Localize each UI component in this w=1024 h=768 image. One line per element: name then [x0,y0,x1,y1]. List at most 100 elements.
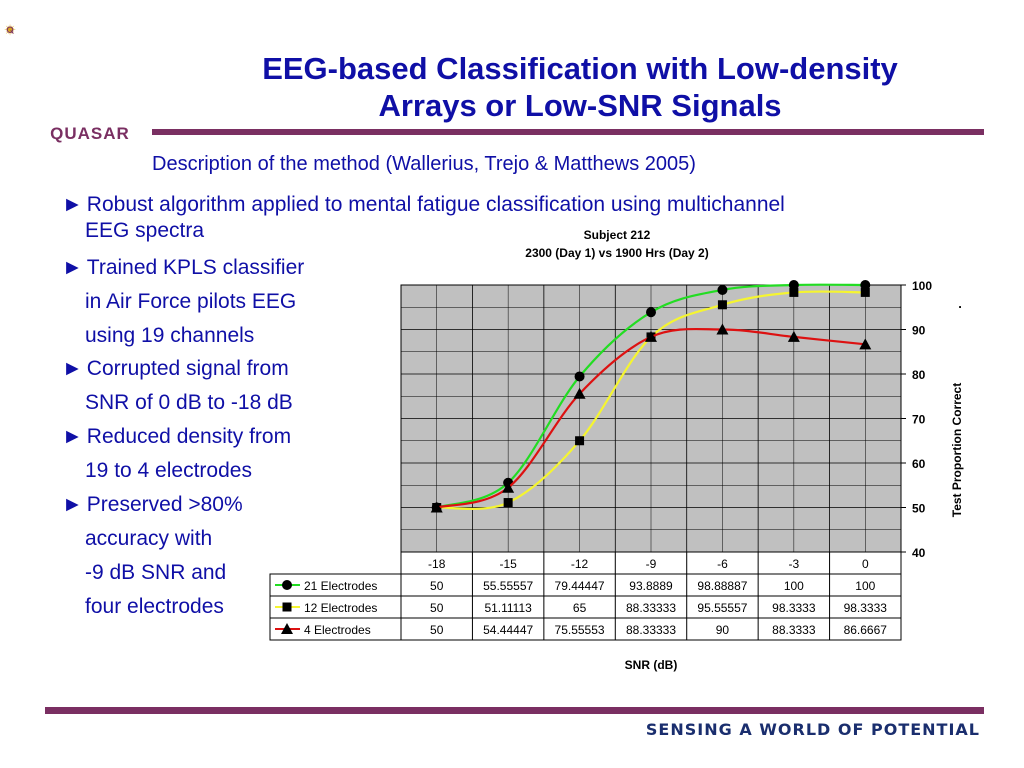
table-cell: 88.33333 [626,601,676,615]
table-cell: 100 [855,579,875,593]
title-line-2: Arrays or Low-SNR Signals [378,88,782,123]
logo-text: QUASAR [50,124,130,143]
footer-divider [45,707,984,714]
legend-label: 21 Electrodes [304,579,377,593]
x-tick-label: -12 [571,557,589,571]
q-tail [10,30,14,34]
table-cell: 55.55557 [483,579,533,593]
bullet-4: ► Reduced density from 19 to 4 electrodes [62,420,291,488]
y-tick-label: 100 [912,279,932,293]
bullet-marker: ► [62,256,83,279]
y-axis: 40 50 60 70 80 90 100 [901,279,932,560]
x-tick-label: -15 [499,557,517,571]
x-tick-label: 0 [862,557,869,571]
bullet-marker: ► [62,193,83,216]
y-tick-label: 50 [912,502,926,516]
data-point [645,330,657,342]
series-3 [430,323,872,513]
title-line-1: EEG-based Classification with Low-densit… [262,51,898,86]
data-point [502,481,515,493]
bullet-text: using 19 channels [85,324,255,347]
bullet-text: Trained KPLS classifier [86,256,305,279]
legend-label: 4 Electrodes [304,623,371,637]
table-cell: 65 [573,601,587,615]
bullet-5: ► Preserved >80% accuracy with -9 dB SNR … [62,488,243,624]
data-point [503,498,513,508]
y-tick-label: 70 [912,413,926,427]
y-tick-label: 40 [912,546,926,560]
data-point [575,436,585,446]
table-cell: 50 [430,579,444,593]
data-point [860,280,871,290]
bullet-text: four electrodes [85,595,224,618]
page-title: EEG-based Classification with Low-densit… [160,50,1000,124]
table-cell: 100 [784,579,804,593]
table-cell: 86.6667 [844,623,888,637]
footer-tagline: SENSING A WORLD OF POTENTIAL [645,720,980,739]
x-tick-label: -6 [717,557,728,571]
data-point [788,280,799,290]
table-cell: 90 [716,623,730,637]
x-tick-label: -9 [646,557,657,571]
table-cell: 98.88887 [697,579,747,593]
x-tick-label: -18 [428,557,446,571]
bullet-text: in Air Force pilots EEG [85,290,297,313]
title-divider [152,129,984,135]
data-point [787,330,800,342]
y-tick-label: 80 [912,368,926,382]
bullet-text: EEG spectra [85,219,205,242]
table-cell: 98.3333 [844,601,888,615]
data-point [789,287,799,297]
table-cell: 95.55557 [697,601,747,615]
table-cell: 79.44447 [555,579,605,593]
legend-key [275,623,300,634]
chart-subtitle: 2300 (Day 1) vs 1900 Hrs (Day 2) [525,246,708,260]
bullet-text: Preserved >80% [86,493,243,516]
bullet-marker: ► [62,425,83,448]
bullet-text: SNR of 0 dB to -18 dB [85,391,293,414]
legend-label: 12 Electrodes [304,601,377,615]
data-point [430,501,443,513]
data-point [717,284,728,295]
bullet-3: ► Corrupted signal from SNR of 0 dB to -1… [62,352,293,420]
bullet-2: ► Trained KPLS classifier in Air Force pi… [62,251,304,353]
plot-area [400,284,902,553]
legend-key [275,580,300,590]
quasar-logo [4,23,17,36]
bullet-text: -9 dB SNR and [85,561,227,584]
data-point [859,338,872,350]
table-cell: 88.33333 [626,623,676,637]
table-cell: 50 [430,623,444,637]
bullet-marker: ► [62,357,83,380]
data-point [860,287,870,297]
x-tick-label: -3 [789,557,800,571]
bullet-1: ► Robust algorithm applied to mental fati… [62,188,785,248]
bullet-text: Reduced density from [86,425,292,448]
legend-marker [281,623,293,634]
data-point [646,307,656,318]
table-cell: 88.3333 [772,623,816,637]
table-cell: 54.44447 [483,623,533,637]
star-icon [4,23,17,36]
data-table: -18 -15 -12 -9 -6 -3 0 21 Electrodes 50 55.55557 7… [269,551,902,641]
legend-marker [282,602,292,612]
y-axis-label: Test Proportion Correct [950,383,964,517]
bullet-text: 19 to 4 electrodes [85,459,252,482]
slide-subtitle: Description of the method (Wallerius, Tr… [152,153,696,175]
legend-key [275,602,300,612]
data-point [573,387,586,399]
bullet-text: Corrupted signal from [86,357,289,380]
stray-mark: . [958,296,962,311]
table-cell: 75.55553 [555,623,605,637]
table-cell: 51.11113 [484,601,532,615]
bullet-marker: ► [62,493,83,516]
data-point [574,371,585,382]
bullet-text: Robust algorithm applied to mental fatig… [86,193,785,216]
table-cell: 93.8889 [629,579,673,593]
bullet-text: accuracy with [85,527,213,550]
q-ring [6,26,14,34]
table-cell: 98.3333 [772,601,816,615]
data-point [716,323,729,335]
chart-title: Subject 212 [584,228,651,242]
